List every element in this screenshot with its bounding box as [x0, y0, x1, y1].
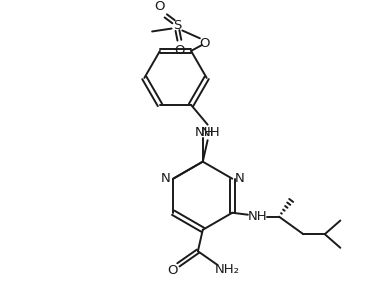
Text: O: O	[199, 37, 210, 50]
Text: O: O	[167, 264, 178, 277]
Text: O: O	[174, 44, 185, 57]
Text: NH: NH	[201, 126, 220, 139]
Text: O: O	[155, 0, 165, 13]
Text: N: N	[235, 172, 245, 185]
Text: N: N	[161, 172, 170, 185]
Text: NH₂: NH₂	[215, 263, 240, 276]
Text: S: S	[173, 19, 182, 32]
Text: NH: NH	[248, 210, 267, 223]
Text: NH: NH	[195, 126, 215, 139]
